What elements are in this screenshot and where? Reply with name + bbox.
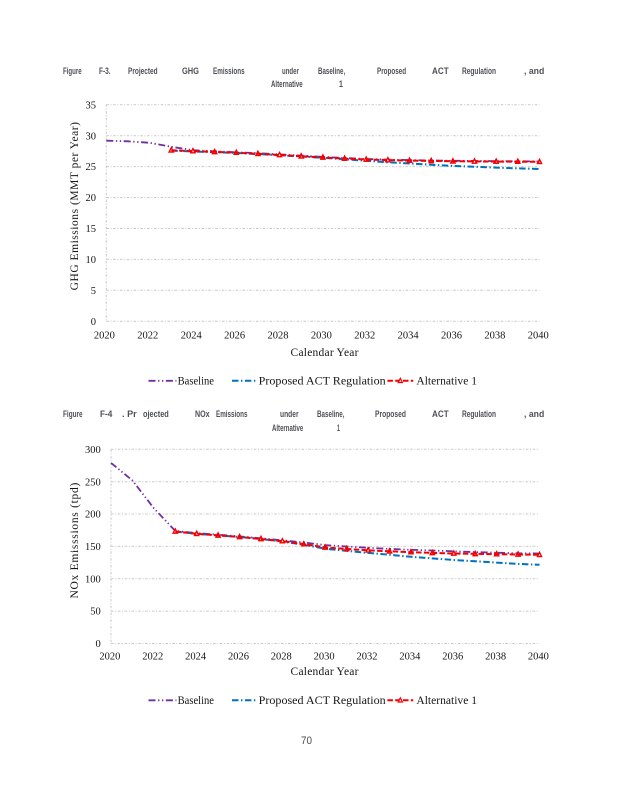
svg-text:2038: 2038 [485, 651, 506, 662]
svg-text:2038: 2038 [484, 331, 505, 342]
svg-text:2036: 2036 [442, 651, 463, 662]
svg-text:2040: 2040 [528, 331, 549, 342]
svg-text:Baseline: Baseline [178, 376, 214, 388]
svg-text:2020: 2020 [94, 331, 115, 342]
svg-text:2040: 2040 [528, 651, 549, 662]
svg-text:2030: 2030 [314, 651, 335, 662]
svg-text:2022: 2022 [142, 651, 163, 662]
svg-text:2020: 2020 [99, 651, 120, 662]
svg-text:250: 250 [85, 477, 101, 488]
svg-text:25: 25 [86, 162, 97, 173]
svg-text:2026: 2026 [228, 651, 249, 662]
svg-text:GHG Emissions (MMT per Year): GHG Emissions (MMT per Year) [69, 122, 81, 290]
svg-text:35: 35 [86, 100, 97, 111]
svg-text:2024: 2024 [181, 331, 203, 342]
svg-text:2028: 2028 [271, 651, 292, 662]
svg-text:Baseline: Baseline [178, 695, 214, 707]
svg-text:2022: 2022 [137, 331, 158, 342]
svg-text:0: 0 [95, 639, 100, 650]
svg-text:Proposed ACT Regulation: Proposed ACT Regulation [259, 376, 386, 388]
svg-text:Alternative 1: Alternative 1 [416, 695, 477, 707]
svg-text:2026: 2026 [224, 331, 245, 342]
svg-text:NOx Emisssions (tpd): NOx Emisssions (tpd) [69, 483, 81, 599]
svg-text:Calendar Year: Calendar Year [291, 347, 359, 359]
svg-text:300: 300 [85, 445, 101, 456]
svg-text:2034: 2034 [398, 331, 420, 342]
svg-text:Calendar Year: Calendar Year [291, 666, 359, 678]
svg-text:2036: 2036 [441, 331, 462, 342]
svg-text:2034: 2034 [399, 651, 421, 662]
svg-text:Alternative 1: Alternative 1 [416, 376, 477, 388]
svg-text:15: 15 [86, 224, 97, 235]
svg-text:150: 150 [85, 542, 101, 553]
svg-text:5: 5 [91, 286, 96, 297]
svg-text:50: 50 [90, 607, 101, 618]
svg-text:Proposed ACT Regulation: Proposed ACT Regulation [259, 695, 386, 707]
svg-text:2028: 2028 [268, 331, 289, 342]
svg-text:0: 0 [91, 317, 96, 328]
svg-text:2032: 2032 [354, 331, 375, 342]
svg-text:30: 30 [86, 131, 97, 142]
svg-text:2032: 2032 [357, 651, 378, 662]
svg-text:20: 20 [86, 193, 97, 204]
svg-text:2024: 2024 [185, 651, 207, 662]
svg-text:100: 100 [85, 574, 101, 585]
svg-text:10: 10 [86, 255, 97, 266]
svg-text:2030: 2030 [311, 331, 332, 342]
svg-text:200: 200 [85, 510, 101, 521]
